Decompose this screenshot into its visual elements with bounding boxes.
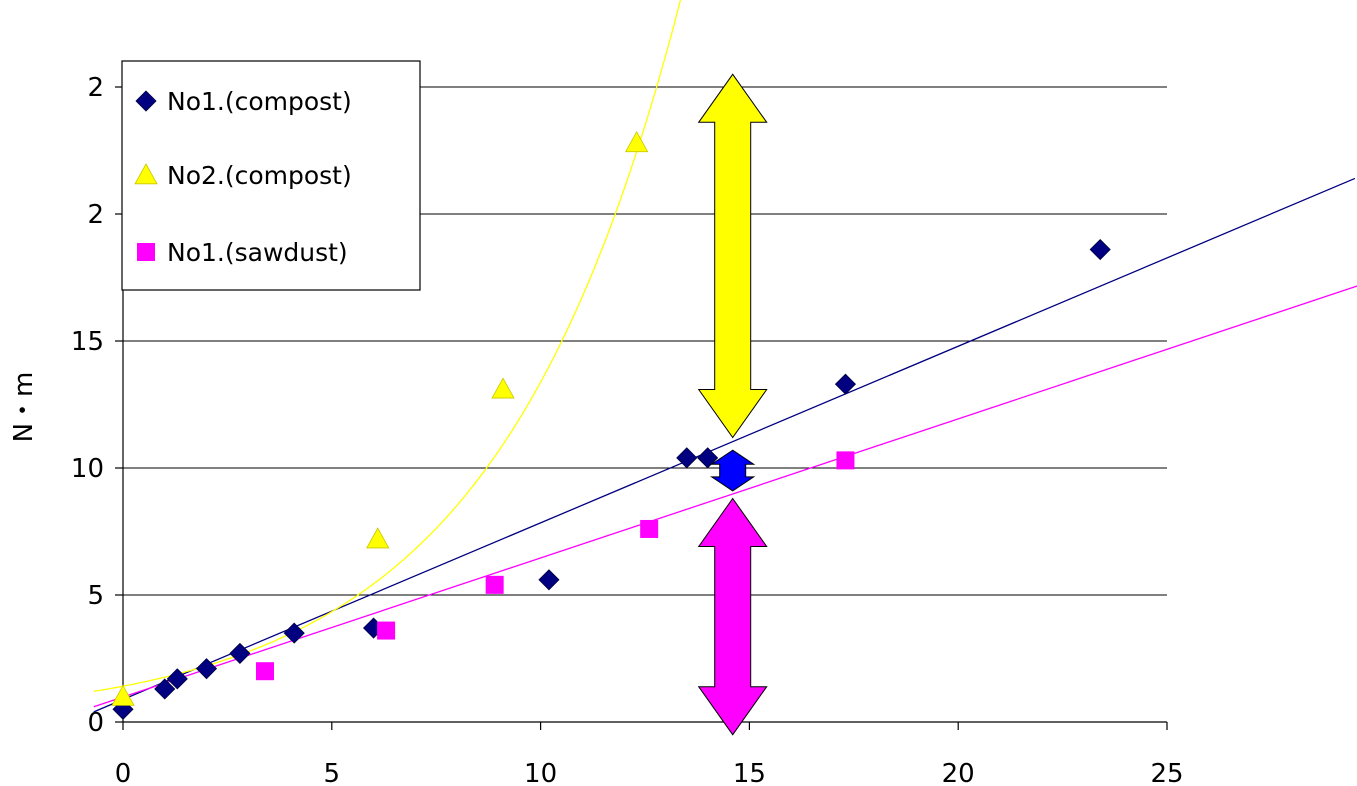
data-point: [377, 621, 396, 640]
data-point: [836, 451, 855, 470]
legend-marker: [134, 163, 158, 185]
data-point: [697, 447, 719, 469]
legend-label: No2.(compost): [167, 161, 352, 190]
data-point: [485, 575, 504, 594]
data-point: [538, 569, 560, 591]
data-points: [111, 131, 1111, 720]
legend-box: [121, 60, 421, 291]
data-point: [195, 658, 218, 680]
data-point: [154, 678, 176, 700]
trendline: [93, 177, 1356, 713]
data-point: [676, 447, 698, 469]
legend-marker: [137, 243, 155, 261]
data-point: [491, 377, 515, 399]
data-point: [624, 131, 649, 153]
data-point: [229, 642, 251, 664]
data-point: [366, 527, 390, 549]
x-tick-label: 0: [115, 759, 132, 786]
x-tick-label: 10: [524, 759, 557, 786]
trendline: [93, 285, 1357, 708]
double-arrow: [710, 449, 756, 492]
annotation-arrows: [697, 73, 768, 736]
y-tick-label: 2: [87, 200, 104, 230]
y-tick-label: 2: [87, 73, 104, 103]
y-tick-label: 5: [87, 581, 104, 611]
y-axis-title: N・m: [9, 372, 39, 443]
x-tick-label: 15: [733, 759, 766, 786]
legend-marker: [135, 90, 157, 112]
y-tick-label: 10: [71, 454, 104, 484]
data-point: [283, 622, 305, 644]
data-point: [166, 668, 188, 690]
legend-label: No1.(sawdust): [167, 238, 348, 267]
data-point: [1089, 238, 1111, 261]
double-arrow: [697, 73, 768, 439]
legend-label: No1.(compost): [167, 87, 352, 116]
x-tick-label: 5: [324, 759, 341, 786]
y-tick-label: 15: [71, 327, 104, 357]
double-arrow: [697, 497, 768, 736]
data-point: [111, 684, 135, 706]
legend: No1.(compost) No2.(compost) No1.(sawdust): [121, 60, 421, 291]
data-point: [640, 519, 659, 538]
data-point: [834, 373, 857, 395]
y-tick-label: 0: [87, 708, 104, 738]
x-tick-label: 25: [1150, 759, 1183, 786]
x-tick-label: 20: [942, 759, 975, 786]
data-point: [255, 662, 274, 681]
